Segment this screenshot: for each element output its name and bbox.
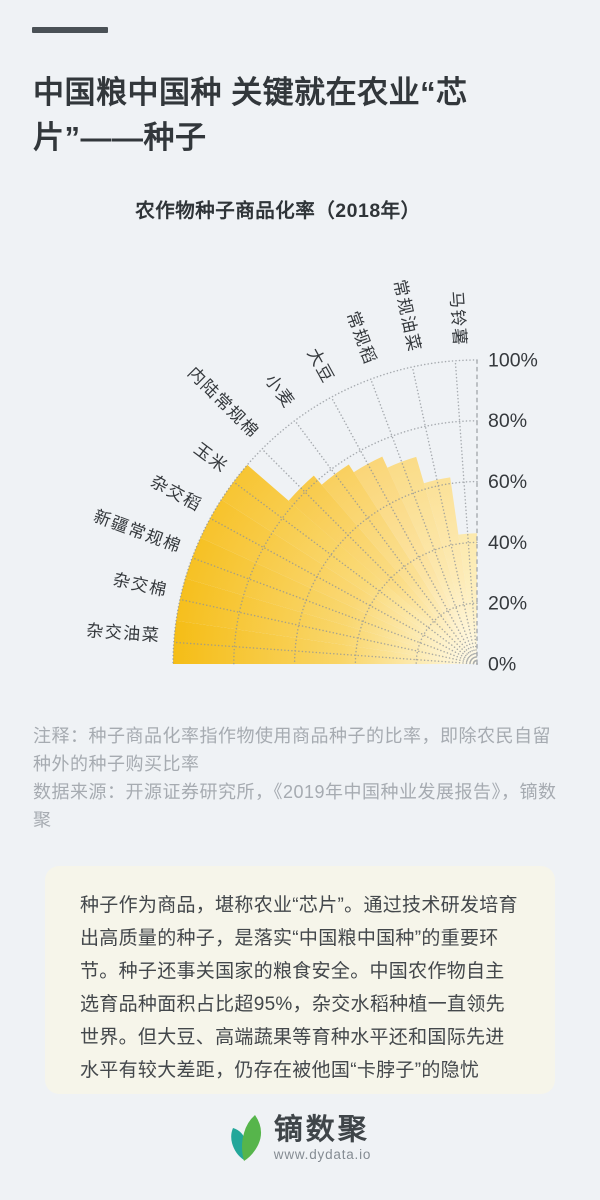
category-label-1: 常规油菜 (390, 278, 424, 354)
rose-chart: 0%20%40%60%80%100%马铃薯常规油菜常规稻大豆小麦内陆常规棉玉米杂… (86, 278, 538, 676)
brand-footer: 镝数聚 www.dydata.io (0, 1114, 600, 1162)
chart-sector-8 (185, 537, 478, 664)
chart-title: 农作物种子商品化率（2018年） (135, 200, 421, 222)
dydata-leaf-logo-icon (230, 1115, 261, 1161)
summary-card: 种子作为商品，堪称农业“芯片”。通过技术研发培育出高质量的种子，是落实“中国粮中… (45, 866, 555, 1094)
category-label-9: 杂交棉 (111, 570, 169, 600)
chart-sector-7 (200, 499, 477, 664)
radial-tick-label: 0% (488, 653, 516, 675)
category-label-5: 内陆常规棉 (184, 363, 263, 442)
chart-notes: 注释：种子商品化率指作物使用商品种子的比率，即除农民自留种外的种子购买比率 数据… (33, 722, 565, 834)
category-label-4: 小麦 (261, 371, 298, 412)
chart-sector-9 (176, 578, 477, 664)
radial-tick-label: 40% (488, 532, 527, 554)
summary-text: 种子作为商品，堪称农业“芯片”。通过技术研发培育出高质量的种子，是落实“中国粮中… (80, 895, 518, 1081)
note-source: 数据来源：开源证券研究所，《2019年中国种业发展报告》，镝数聚 (33, 782, 557, 830)
page-title-line1: 中国粮中国种 关键就在农业“芯 (33, 74, 468, 110)
category-label-7: 杂交稻 (147, 472, 205, 515)
chart-sector-4 (321, 464, 477, 664)
radial-tick-label: 100% (488, 349, 538, 371)
page-title-line2: 片”——种子 (33, 119, 207, 155)
category-label-10: 杂交油菜 (86, 621, 161, 645)
brand-text-block: 镝数聚 www.dydata.io (274, 1114, 371, 1162)
category-label-2: 常规稻 (343, 309, 380, 368)
title-accent-bar (32, 27, 108, 33)
radial-tick-label: 20% (488, 593, 527, 615)
chart-sector-3 (353, 456, 477, 664)
radial-tick-label: 60% (488, 471, 527, 493)
chart-sector-2 (387, 456, 477, 664)
chart-sector-1 (423, 477, 477, 664)
brand-name: 镝数聚 (273, 1114, 370, 1146)
polar-grid (172, 359, 478, 665)
category-label-0: 马铃薯 (446, 290, 469, 347)
radial-tick-label: 80% (488, 410, 527, 432)
note-annotation: 注释：种子商品化率指作物使用商品种子的比率，即除农民自留种外的种子购买比率 (33, 726, 551, 774)
category-label-6: 玉米 (190, 439, 231, 476)
page-title: 中国粮中国种 关键就在农业“芯 片”——种子 (33, 70, 563, 160)
chart-sector-10 (173, 620, 477, 664)
category-label-3: 大豆 (303, 345, 337, 387)
brand-website: www.dydata.io (273, 1147, 372, 1162)
chart-sector-0 (458, 533, 477, 664)
category-label-8: 新疆常规棉 (91, 507, 184, 557)
